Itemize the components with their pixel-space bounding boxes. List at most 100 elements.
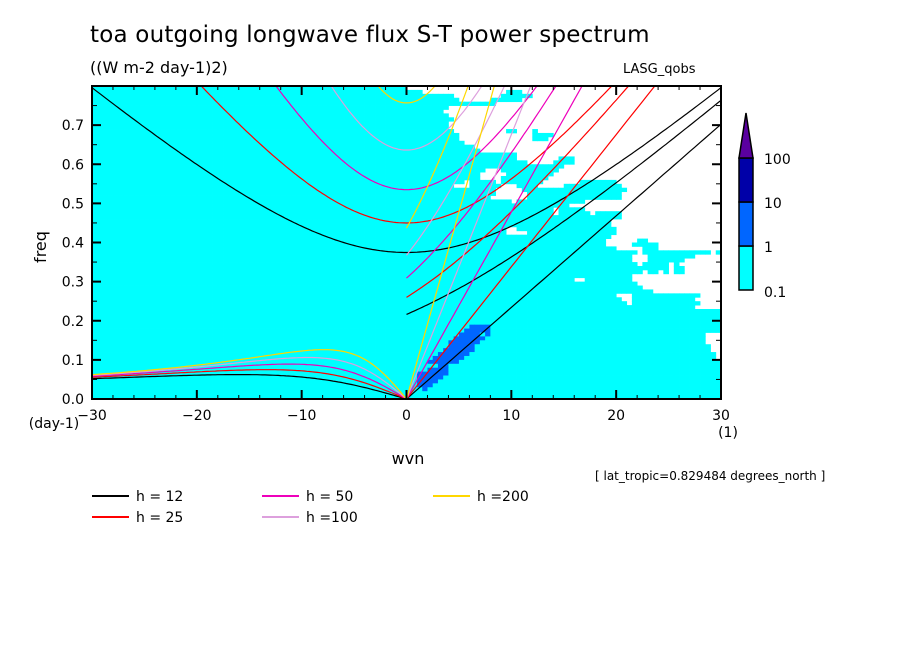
- field-cell: [133, 293, 140, 298]
- field-cell: [123, 250, 130, 255]
- field-cell: [249, 242, 255, 247]
- field-cell: [354, 246, 360, 251]
- field-cell: [348, 273, 355, 279]
- field-cell: [301, 226, 308, 232]
- field-cell: [154, 148, 161, 153]
- field-cell: [191, 269, 198, 275]
- field-cell: [92, 172, 98, 177]
- field-cell: [422, 156, 428, 161]
- field-cell: [527, 297, 533, 302]
- field-cell: [102, 136, 109, 142]
- field-cell: [673, 258, 680, 263]
- field-cell: [238, 86, 245, 91]
- field-cell: [306, 293, 313, 298]
- field-cell: [92, 148, 98, 153]
- field-cell: [584, 254, 591, 259]
- field-cell: [275, 136, 282, 142]
- field-cell: [348, 246, 355, 251]
- field-cell: [558, 222, 565, 228]
- field-cell: [584, 230, 591, 236]
- field-cell: [317, 101, 324, 106]
- field-cell: [411, 179, 418, 185]
- field-cell: [542, 281, 549, 286]
- field-cell: [217, 265, 224, 271]
- field-cell: [133, 168, 140, 173]
- field-cell: [149, 132, 156, 138]
- field-cell: [181, 136, 187, 142]
- field-cell: [317, 175, 324, 181]
- field-cell: [396, 289, 402, 294]
- field-cell: [343, 226, 350, 232]
- field-cell: [495, 297, 502, 302]
- field-cell: [506, 242, 512, 247]
- field-cell: [296, 242, 303, 247]
- field-cell: [584, 265, 591, 271]
- field-cell: [396, 140, 402, 146]
- field-cell: [212, 179, 219, 185]
- field-cell: [97, 234, 103, 239]
- field-cell: [223, 262, 229, 267]
- field-cell: [202, 86, 208, 91]
- field-cell: [380, 172, 386, 177]
- field-cell: [532, 199, 538, 204]
- field-cell: [254, 160, 261, 165]
- field-cell: [458, 156, 465, 161]
- field-cell: [186, 211, 192, 216]
- field-cell: [626, 269, 633, 275]
- field-cell: [259, 129, 266, 134]
- field-cell: [280, 226, 287, 232]
- field-cell: [123, 179, 130, 185]
- field-cell: [264, 187, 271, 193]
- field-cell: [97, 160, 103, 165]
- field-cell: [144, 301, 151, 306]
- field-cell: [338, 242, 344, 247]
- field-cell: [411, 136, 418, 142]
- field-cell: [165, 250, 172, 255]
- field-cell: [92, 117, 98, 122]
- field-cell: [291, 97, 297, 103]
- field-cell: [443, 242, 449, 247]
- field-cell: [537, 187, 544, 193]
- field-cell: [401, 148, 407, 153]
- field-cell: [123, 277, 130, 283]
- field-cell: [385, 199, 392, 204]
- field-cell: [516, 222, 523, 228]
- field-cell: [244, 293, 250, 298]
- field-cell: [322, 265, 329, 271]
- field-cell: [364, 125, 371, 130]
- field-cell: [516, 179, 523, 185]
- field-cell: [474, 242, 481, 247]
- field-cell: [327, 285, 334, 290]
- field-cell: [458, 148, 465, 153]
- field-cell: [642, 265, 649, 271]
- field-cell: [610, 211, 617, 216]
- field-cell: [401, 246, 407, 251]
- field-cell: [443, 132, 449, 138]
- field-cell: [270, 144, 276, 149]
- field-cell: [259, 297, 266, 302]
- field-cell: [165, 265, 172, 271]
- field-cell: [390, 164, 397, 169]
- field-cell: [207, 242, 213, 247]
- field-cell: [479, 281, 486, 286]
- field-cell: [259, 211, 266, 216]
- field-cell: [244, 97, 250, 103]
- field-cell: [233, 289, 240, 294]
- field-cell: [285, 113, 292, 118]
- field-cell: [521, 211, 528, 216]
- field-cell: [317, 152, 324, 157]
- field-cell: [558, 230, 565, 236]
- field-cell: [579, 219, 586, 224]
- field-cell: [443, 117, 449, 122]
- field-cell: [542, 211, 549, 216]
- field-cell: [285, 242, 292, 247]
- field-cell: [448, 156, 455, 161]
- field-cell: [312, 215, 318, 220]
- field-cell: [322, 199, 329, 204]
- field-cell: [537, 203, 544, 208]
- field-cell: [112, 293, 119, 298]
- field-cell: [521, 289, 528, 294]
- field-cell: [422, 121, 428, 126]
- field-cell: [385, 191, 392, 196]
- field-cell: [385, 152, 392, 157]
